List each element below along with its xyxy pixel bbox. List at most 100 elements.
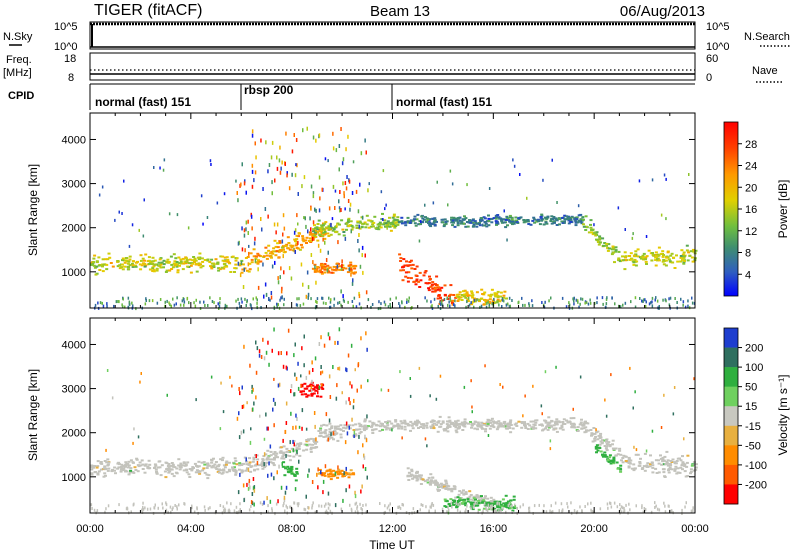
- scatter-cell: [482, 507, 486, 510]
- ground-scatter-cell: [329, 503, 331, 507]
- scatter-cell: [570, 216, 574, 219]
- ground-scatter-cell: [501, 297, 504, 300]
- scatter-cell: [339, 428, 343, 431]
- ground-scatter-cell: [230, 502, 232, 506]
- ground-scatter-cell: [448, 300, 450, 304]
- scatter-cell: [427, 222, 430, 225]
- scatter-cell: [361, 425, 364, 428]
- scatter-cell: [545, 425, 549, 428]
- ground-scatter-cell: [193, 510, 196, 514]
- scatter-cell: [480, 288, 484, 291]
- scatter-cell: [456, 222, 460, 225]
- scatter-cell: [507, 425, 511, 428]
- ground-scatter-cell: [624, 301, 627, 305]
- ground-scatter-cell: [383, 300, 386, 304]
- scatter-cell: [511, 220, 515, 223]
- ground-scatter-cell: [642, 298, 645, 302]
- speckle-cell: [350, 272, 352, 277]
- ground-scatter-cell: [577, 300, 579, 304]
- scatter-cell: [673, 461, 676, 464]
- scatter-cell: [389, 223, 393, 226]
- speckle-cell: [305, 224, 307, 229]
- ground-scatter-cell: [665, 299, 667, 303]
- scatter-cell: [126, 262, 130, 265]
- speckle-cell: [283, 498, 286, 503]
- scatter-cell: [440, 286, 444, 289]
- ground-scatter-cell: [466, 300, 468, 304]
- ground-scatter-cell: [483, 502, 486, 505]
- ground-scatter-cell: [157, 506, 159, 510]
- scatter-cell: [302, 390, 305, 393]
- scatter-cell: [403, 428, 407, 431]
- ground-scatter-cell: [337, 301, 339, 305]
- scatter-cell: [481, 500, 485, 503]
- ground-scatter-cell: [276, 305, 278, 309]
- scatter-cell: [489, 295, 493, 298]
- scatter-cell: [330, 475, 334, 478]
- scatter-cell: [417, 421, 421, 424]
- speckle-cell: [617, 206, 620, 210]
- scatter-cell: [368, 219, 372, 222]
- scatter-cell: [669, 254, 673, 257]
- scatter-cell: [141, 257, 145, 260]
- scatter-cell: [512, 498, 516, 501]
- scatter-cell: [336, 427, 340, 430]
- scatter-cell: [423, 271, 427, 274]
- x-tick-label: 20:00: [580, 523, 608, 535]
- scatter-cell: [601, 453, 604, 456]
- scatter-cell: [685, 461, 689, 464]
- speckle-cell: [245, 220, 248, 225]
- ground-scatter-cell: [389, 502, 391, 506]
- scatter-cell: [208, 261, 212, 263]
- ground-scatter-cell: [680, 297, 682, 301]
- scatter-cell: [490, 217, 494, 220]
- cpid-segment-1: normal (fast) 151: [95, 95, 191, 109]
- scatter-cell: [306, 385, 310, 388]
- ground-scatter-cell: [528, 304, 531, 308]
- scatter-cell: [287, 467, 291, 470]
- ground-scatter-cell: [587, 502, 589, 506]
- ground-scatter-cell: [174, 504, 176, 507]
- scatter-cell: [619, 464, 623, 467]
- speckle-cell: [345, 400, 347, 405]
- scatter-cell: [415, 424, 419, 427]
- velocity-colorbar-tick-label: 100: [745, 362, 763, 374]
- scatter-cell: [328, 428, 332, 431]
- scatter-cell: [185, 259, 189, 261]
- speckle-cell: [353, 398, 355, 403]
- scatter-cell: [164, 476, 168, 479]
- scatter-cell: [233, 469, 236, 472]
- scatter-cell: [438, 489, 441, 492]
- scatter-cell: [327, 473, 330, 476]
- speckle-cell: [660, 213, 663, 217]
- ground-scatter-cell: [359, 502, 361, 506]
- scatter-cell: [439, 485, 443, 488]
- scatter-cell: [654, 259, 658, 261]
- scatter-cell: [502, 294, 506, 297]
- speckle-cell: [638, 179, 641, 183]
- speckle-cell: [360, 384, 362, 389]
- scatter-cell: [367, 219, 371, 222]
- ground-scatter-cell: [172, 297, 174, 301]
- ground-scatter-cell: [664, 510, 667, 514]
- scatter-cell: [540, 219, 544, 222]
- scatter-cell: [416, 419, 419, 422]
- ground-scatter-cell: [619, 305, 622, 309]
- ground-scatter-cell: [360, 506, 362, 510]
- scatter-cell: [202, 461, 206, 464]
- scatter-cell: [190, 468, 194, 471]
- scatter-cell: [240, 259, 244, 262]
- scatter-cell: [316, 239, 320, 242]
- scatter-cell: [99, 461, 103, 463]
- speckle-cell: [274, 401, 276, 406]
- scatter-cell: [418, 286, 422, 288]
- scatter-cell: [249, 470, 253, 473]
- speckle-cell: [243, 181, 246, 186]
- scatter-cell: [295, 467, 299, 470]
- scatter-cell: [690, 464, 694, 467]
- speckle-cell: [251, 226, 253, 231]
- ground-scatter-cell: [303, 507, 305, 511]
- scatter-cell: [135, 457, 139, 460]
- ground-scatter-cell: [183, 297, 185, 301]
- scatter-cell: [151, 270, 155, 272]
